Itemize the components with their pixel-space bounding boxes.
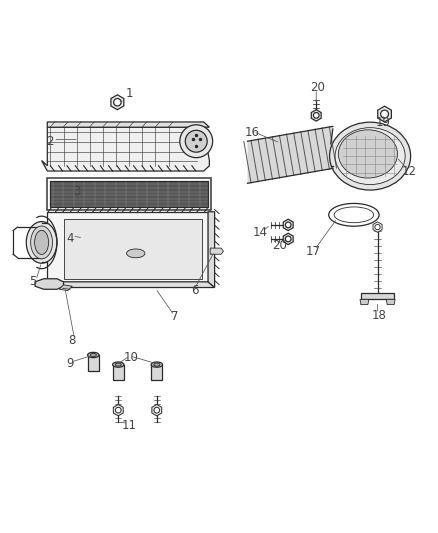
Polygon shape: [47, 122, 209, 127]
Text: 7: 7: [171, 310, 179, 324]
Polygon shape: [360, 300, 369, 304]
Text: 10: 10: [124, 351, 139, 364]
Ellipse shape: [185, 130, 207, 152]
Polygon shape: [210, 248, 223, 254]
Polygon shape: [283, 233, 293, 245]
Circle shape: [116, 407, 121, 413]
Ellipse shape: [26, 222, 57, 263]
Polygon shape: [208, 212, 215, 287]
Text: 1: 1: [125, 87, 133, 100]
Text: 17: 17: [306, 245, 321, 257]
Ellipse shape: [90, 353, 96, 357]
Polygon shape: [378, 106, 392, 122]
Text: 8: 8: [69, 334, 76, 346]
Text: 19: 19: [376, 116, 391, 130]
Polygon shape: [111, 95, 124, 110]
Ellipse shape: [338, 130, 397, 178]
Text: 9: 9: [66, 357, 74, 370]
Text: 12: 12: [402, 165, 417, 177]
Ellipse shape: [127, 249, 145, 258]
Polygon shape: [311, 110, 321, 121]
Circle shape: [375, 224, 380, 230]
Ellipse shape: [154, 363, 160, 366]
Text: 16: 16: [244, 126, 259, 140]
Circle shape: [114, 99, 121, 106]
Polygon shape: [113, 405, 123, 416]
Ellipse shape: [35, 230, 49, 254]
Circle shape: [314, 112, 319, 118]
Polygon shape: [151, 365, 162, 381]
Text: 5: 5: [29, 276, 36, 288]
Text: 11: 11: [122, 418, 137, 432]
Ellipse shape: [180, 125, 213, 158]
Text: 6: 6: [191, 284, 199, 297]
Polygon shape: [152, 405, 162, 416]
Ellipse shape: [151, 362, 162, 367]
Polygon shape: [361, 293, 394, 300]
Circle shape: [381, 110, 389, 118]
Polygon shape: [64, 219, 202, 279]
Text: 2: 2: [46, 135, 54, 148]
Polygon shape: [386, 300, 395, 304]
Ellipse shape: [31, 226, 53, 259]
Polygon shape: [373, 222, 382, 232]
Ellipse shape: [330, 122, 411, 190]
Text: 20: 20: [310, 82, 325, 94]
Polygon shape: [35, 279, 64, 289]
Polygon shape: [113, 365, 124, 381]
Polygon shape: [247, 126, 333, 183]
Text: 4: 4: [66, 231, 74, 245]
Text: 20: 20: [272, 239, 287, 252]
Text: 18: 18: [371, 309, 386, 322]
Polygon shape: [88, 355, 99, 371]
Polygon shape: [47, 282, 215, 287]
Circle shape: [154, 407, 159, 413]
Polygon shape: [42, 127, 209, 171]
Polygon shape: [47, 212, 208, 282]
Ellipse shape: [115, 363, 121, 366]
Circle shape: [286, 236, 291, 242]
Text: 3: 3: [73, 184, 80, 198]
Polygon shape: [283, 219, 293, 231]
Circle shape: [286, 222, 291, 228]
Ellipse shape: [113, 362, 124, 367]
Ellipse shape: [335, 128, 405, 184]
Text: 14: 14: [253, 226, 268, 239]
Polygon shape: [59, 285, 72, 290]
Polygon shape: [50, 181, 208, 207]
Ellipse shape: [88, 352, 99, 358]
